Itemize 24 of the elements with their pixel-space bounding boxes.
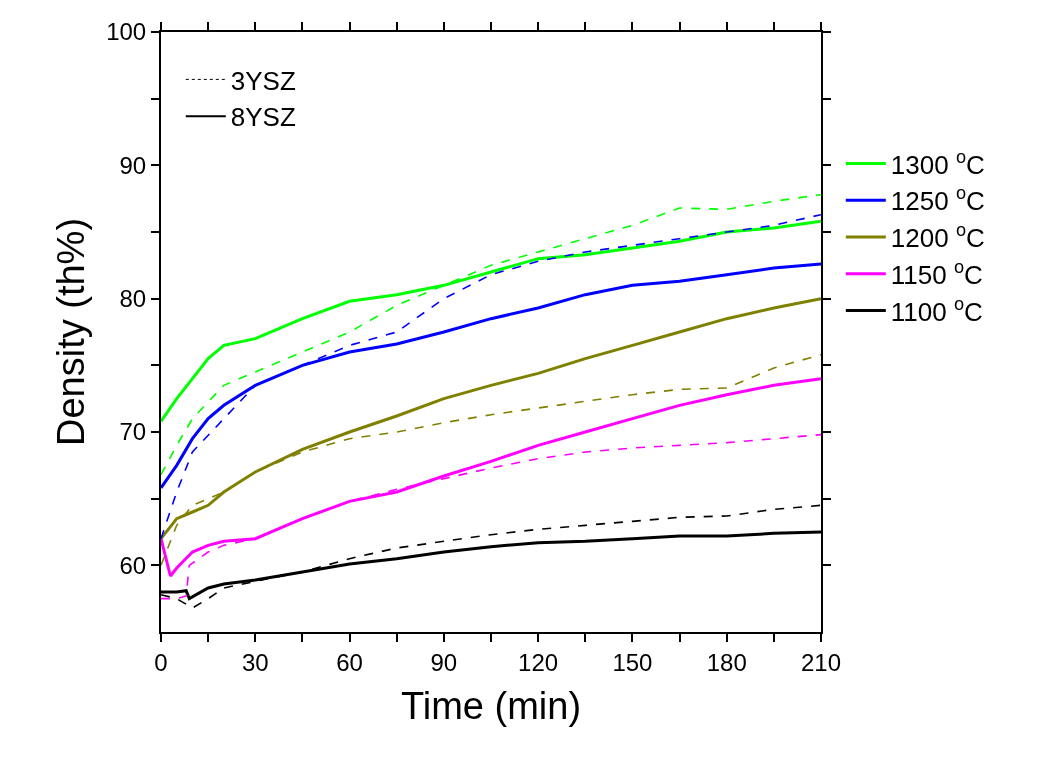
legend-label: 3YSZ xyxy=(230,65,296,96)
x-tick-label: 120 xyxy=(518,648,559,676)
x-tick-label: 30 xyxy=(241,648,269,676)
line-series xyxy=(161,193,821,476)
legend-label: 8YSZ xyxy=(230,102,296,133)
x-tick-label: 60 xyxy=(336,648,363,676)
y-tick-label: 80 xyxy=(119,285,147,313)
x-tick-label: 0 xyxy=(154,648,168,676)
legend-label: 1100 $^{o}$C xyxy=(890,293,983,327)
x-tick-label: 210 xyxy=(800,648,842,676)
y-tick-label: 60 xyxy=(119,551,147,579)
legend-label: 1200 $^{o}$C xyxy=(890,220,985,254)
x-tick-label: 180 xyxy=(706,648,747,676)
x-tick-label: 150 xyxy=(612,648,653,676)
legend-label: 1250 $^{o}$C xyxy=(890,183,985,217)
y-tick-label: 90 xyxy=(119,151,147,179)
line-series xyxy=(161,213,821,540)
x-tick-label: 90 xyxy=(430,648,458,676)
legend-label: 1150 $^{o}$C xyxy=(890,257,983,290)
legend-label: 1300 $^{o}$C xyxy=(890,146,985,180)
y-axis-title: Density (th%) xyxy=(49,217,92,447)
y-tick-label: 100 xyxy=(106,18,147,46)
x-axis-title: Time (min) xyxy=(400,685,582,728)
y-tick-label: 70 xyxy=(119,418,147,446)
